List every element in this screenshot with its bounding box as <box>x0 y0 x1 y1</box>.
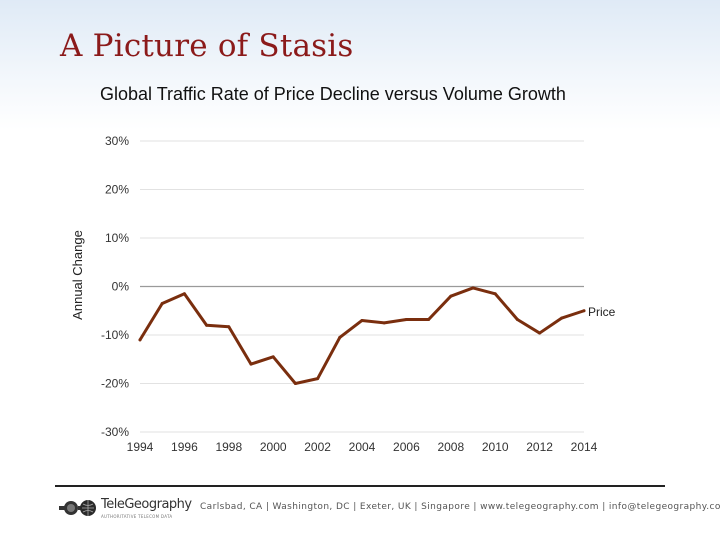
x-tick-label: 2002 <box>304 440 331 454</box>
y-tick-label: 30% <box>105 134 129 148</box>
x-tick-label: 2008 <box>437 440 464 454</box>
chart-title: Global Traffic Rate of Price Decline ver… <box>100 84 566 104</box>
data-point <box>427 317 431 321</box>
y-tick-label: -10% <box>101 328 129 342</box>
data-point <box>138 338 142 342</box>
x-tick-label: 1996 <box>171 440 198 454</box>
y-tick-label: 20% <box>105 183 129 197</box>
x-tick-label: 2004 <box>349 440 376 454</box>
x-tick-label: 1994 <box>127 440 154 454</box>
x-tick-label: 1998 <box>215 440 242 454</box>
grid-lines <box>140 140 584 433</box>
data-point <box>360 318 364 322</box>
data-point <box>404 317 408 321</box>
y-tick-label: 10% <box>105 231 129 245</box>
data-point <box>493 292 497 296</box>
data-point <box>382 321 386 325</box>
logo-name: TeleGeography <box>101 497 192 512</box>
globe-logo-icon <box>59 500 96 516</box>
data-point <box>249 362 253 366</box>
data-point <box>316 377 320 381</box>
data-point <box>582 309 586 313</box>
x-tick-label: 2000 <box>260 440 287 454</box>
data-point <box>293 382 297 385</box>
data-point <box>449 294 453 298</box>
y-tick-label: -30% <box>101 425 129 439</box>
y-axis-label: Annual Change <box>70 230 85 320</box>
data-point <box>338 335 342 339</box>
data-point <box>182 292 186 296</box>
data-point <box>160 301 164 305</box>
y-tick-label: 0% <box>112 280 130 294</box>
data-point <box>205 323 209 327</box>
series-lines: Price <box>138 286 616 385</box>
x-tick-label: 2006 <box>393 440 420 454</box>
x-tick-labels: 1994 1996 1998 2000 2002 2004 2006 2008 2010 2012… <box>127 440 598 454</box>
data-point <box>560 316 564 320</box>
data-point <box>515 317 519 321</box>
x-tick-label: 2014 <box>571 440 598 454</box>
line-chart: 30% 20% 10% 0% -10% -20% -30% 1994 1996 1998 2000… <box>70 134 616 454</box>
y-tick-labels: 30% 20% 10% 0% -10% -20% -30% <box>101 134 129 439</box>
series-label-price: Price <box>588 305 616 319</box>
data-point <box>271 355 275 359</box>
x-tick-label: 2010 <box>482 440 509 454</box>
data-point <box>227 325 231 329</box>
series-line-price <box>138 286 586 385</box>
slide-title: A Picture of Stasis <box>60 28 354 64</box>
telegeography-logo: TeleGeography AUTHORITATIVE TELECOM DATA <box>57 497 197 523</box>
data-point <box>471 286 475 290</box>
footer-divider <box>55 485 665 487</box>
y-tick-label: -20% <box>101 377 129 391</box>
x-tick-label: 2012 <box>526 440 553 454</box>
logo-tagline: AUTHORITATIVE TELECOM DATA <box>101 514 173 519</box>
footer-contact: Carlsbad, CA | Washington, DC | Exeter, … <box>200 502 720 512</box>
data-point <box>538 331 542 335</box>
